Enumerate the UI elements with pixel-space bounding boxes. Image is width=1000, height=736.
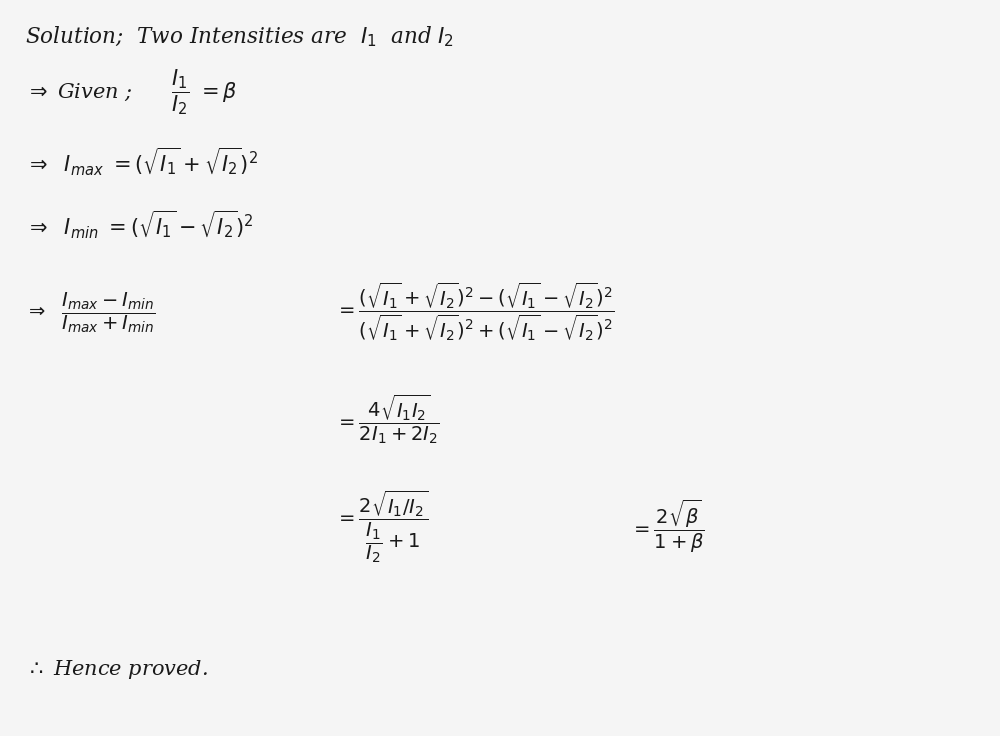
Text: $\Rightarrow$ Given ;      $\dfrac{I_1}{I_2}$ $= \beta$: $\Rightarrow$ Given ; $\dfrac{I_1}{I_2}$… <box>25 67 237 117</box>
Text: $\Rightarrow$  $\dfrac{I_{max} - I_{min}}{I_{max} + I_{min}}$: $\Rightarrow$ $\dfrac{I_{max} - I_{min}}… <box>25 291 155 335</box>
Text: $= \dfrac{2\sqrt{\beta}}{1 + \beta}$: $= \dfrac{2\sqrt{\beta}}{1 + \beta}$ <box>630 498 705 555</box>
Text: $\Rightarrow$  $I_{min}$ $= (\sqrt{I_1} - \sqrt{I_2})^2$: $\Rightarrow$ $I_{min}$ $= (\sqrt{I_1} -… <box>25 208 254 241</box>
Text: $= \dfrac{2\sqrt{I_1/I_2}}{\dfrac{I_1}{I_2} + 1}$: $= \dfrac{2\sqrt{I_1/I_2}}{\dfrac{I_1}{I… <box>335 488 428 565</box>
Text: $\Rightarrow$  $I_{max}$ $= (\sqrt{I_1} + \sqrt{I_2})^2$: $\Rightarrow$ $I_{max}$ $= (\sqrt{I_1} +… <box>25 146 258 178</box>
Text: $= \dfrac{(\sqrt{I_1} + \sqrt{I_2})^2 - (\sqrt{I_1} - \sqrt{I_2})^2}{(\sqrt{I_1}: $= \dfrac{(\sqrt{I_1} + \sqrt{I_2})^2 - … <box>335 281 615 344</box>
Text: $= \dfrac{4\sqrt{I_1 I_2}}{2I_1 + 2I_2}$: $= \dfrac{4\sqrt{I_1 I_2}}{2I_1 + 2I_2}$ <box>335 393 440 446</box>
Text: Solution;  Two Intensities are  $I_1$  and $I_2$: Solution; Two Intensities are $I_1$ and … <box>25 25 454 49</box>
Text: $\therefore$ Hence proved.: $\therefore$ Hence proved. <box>25 658 208 682</box>
